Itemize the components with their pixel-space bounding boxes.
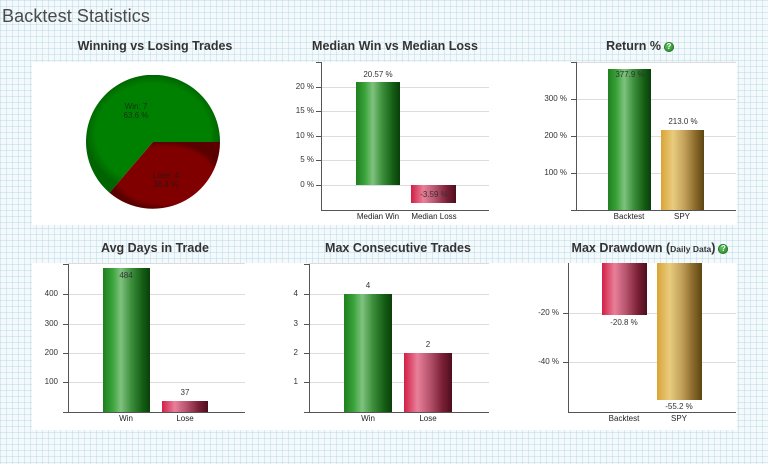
return-chart-title: Return %? bbox=[560, 39, 720, 53]
category-label: Backtest bbox=[608, 414, 640, 423]
value-label: -20.8 % bbox=[610, 318, 638, 327]
category-label: Win bbox=[119, 414, 133, 423]
category-label: SPY bbox=[670, 414, 687, 423]
category-label: Win bbox=[361, 414, 375, 423]
y-tick-label: 5 % bbox=[300, 155, 314, 164]
value-label: 484 bbox=[119, 271, 133, 280]
y-tick-label: 20 % bbox=[295, 82, 314, 91]
value-label: -3.59 % bbox=[420, 190, 448, 199]
bar-drawdown-spy bbox=[657, 263, 702, 400]
pie-svg bbox=[86, 74, 221, 209]
y-tick-label: 3 bbox=[293, 319, 298, 328]
bar-return-spy bbox=[661, 130, 704, 210]
avg-days-y-axis bbox=[68, 264, 69, 413]
y-tick-label: 200 % bbox=[544, 131, 567, 140]
category-label: Backtest bbox=[613, 212, 645, 221]
page-title: Backtest Statistics bbox=[2, 6, 150, 26]
bar-avg-days-win bbox=[103, 268, 150, 412]
bar-drawdown-backtest bbox=[602, 263, 647, 315]
bar-avg-days-lose bbox=[162, 401, 208, 412]
median-chart-title: Median Win vs Median Loss bbox=[312, 39, 478, 53]
y-tick-label: 0 % bbox=[300, 180, 314, 189]
category-label: Median Loss bbox=[411, 212, 457, 221]
value-label: 377.9 % bbox=[615, 70, 645, 79]
drawdown-chart-title: Max Drawdown (Daily Data)? bbox=[555, 241, 745, 255]
max-consec-chart-title: Max Consecutive Trades bbox=[325, 241, 471, 255]
help-icon[interactable]: ? bbox=[718, 244, 729, 254]
avg-days-chart-title: Avg Days in Trade bbox=[101, 241, 209, 255]
y-tick-label: 1 bbox=[293, 377, 298, 386]
return-y-axis bbox=[576, 62, 577, 211]
value-label: -55.2 % bbox=[665, 402, 693, 411]
pie-label-lose: Lose: 4 36.4 % bbox=[152, 171, 180, 189]
y-tick-label: 15 % bbox=[295, 106, 314, 115]
median-x-axis bbox=[321, 210, 489, 211]
y-tick-label: -20 % bbox=[538, 308, 559, 317]
pie-slice-lose bbox=[109, 142, 220, 209]
median-y-axis bbox=[321, 62, 322, 211]
value-label: 20.57 % bbox=[363, 70, 393, 79]
y-tick-label: 100 % bbox=[544, 168, 567, 177]
win-lose-pie-chart: Win: 7 63.6 % Lose: 4 36.4 % bbox=[86, 74, 221, 209]
bar-return-backtest bbox=[608, 69, 651, 210]
y-tick-label: 100 bbox=[44, 377, 58, 386]
value-label: 2 bbox=[425, 340, 431, 349]
win-lose-chart-title: Winning vs Losing Trades bbox=[77, 39, 233, 53]
drawdown-x-axis bbox=[568, 412, 736, 413]
bar-median-loss bbox=[411, 185, 456, 203]
help-icon[interactable]: ? bbox=[663, 42, 674, 52]
value-label: 4 bbox=[365, 281, 371, 290]
category-label: Median Win bbox=[356, 212, 400, 221]
value-label: 37 bbox=[180, 388, 190, 397]
y-tick-label: 2 bbox=[293, 348, 298, 357]
y-tick-label: 300 % bbox=[544, 94, 567, 103]
bar-max-consec-lose bbox=[404, 353, 452, 412]
value-label: 213.0 % bbox=[668, 117, 698, 126]
y-tick-label: -40 % bbox=[538, 357, 559, 366]
bar-max-consec-win bbox=[344, 294, 392, 412]
y-tick-label: 300 bbox=[44, 319, 58, 328]
pie-label-win: Win: 7 63.6 % bbox=[123, 102, 149, 120]
y-tick-label: 400 bbox=[44, 289, 58, 298]
drawdown-y-axis bbox=[568, 263, 569, 413]
y-tick-label: 200 bbox=[44, 348, 58, 357]
avg-days-x-axis bbox=[63, 412, 245, 413]
pie-slice-win bbox=[86, 74, 221, 193]
category-label: Lose bbox=[176, 414, 194, 423]
category-label: SPY bbox=[673, 212, 690, 221]
category-label: Lose bbox=[419, 414, 437, 423]
bar-median-win bbox=[356, 82, 400, 185]
y-tick-label: 4 bbox=[293, 289, 298, 298]
max-consec-x-axis bbox=[304, 412, 489, 413]
y-tick-label: 10 % bbox=[295, 131, 314, 140]
return-x-axis bbox=[571, 210, 736, 211]
max-consec-y-axis bbox=[309, 264, 310, 413]
